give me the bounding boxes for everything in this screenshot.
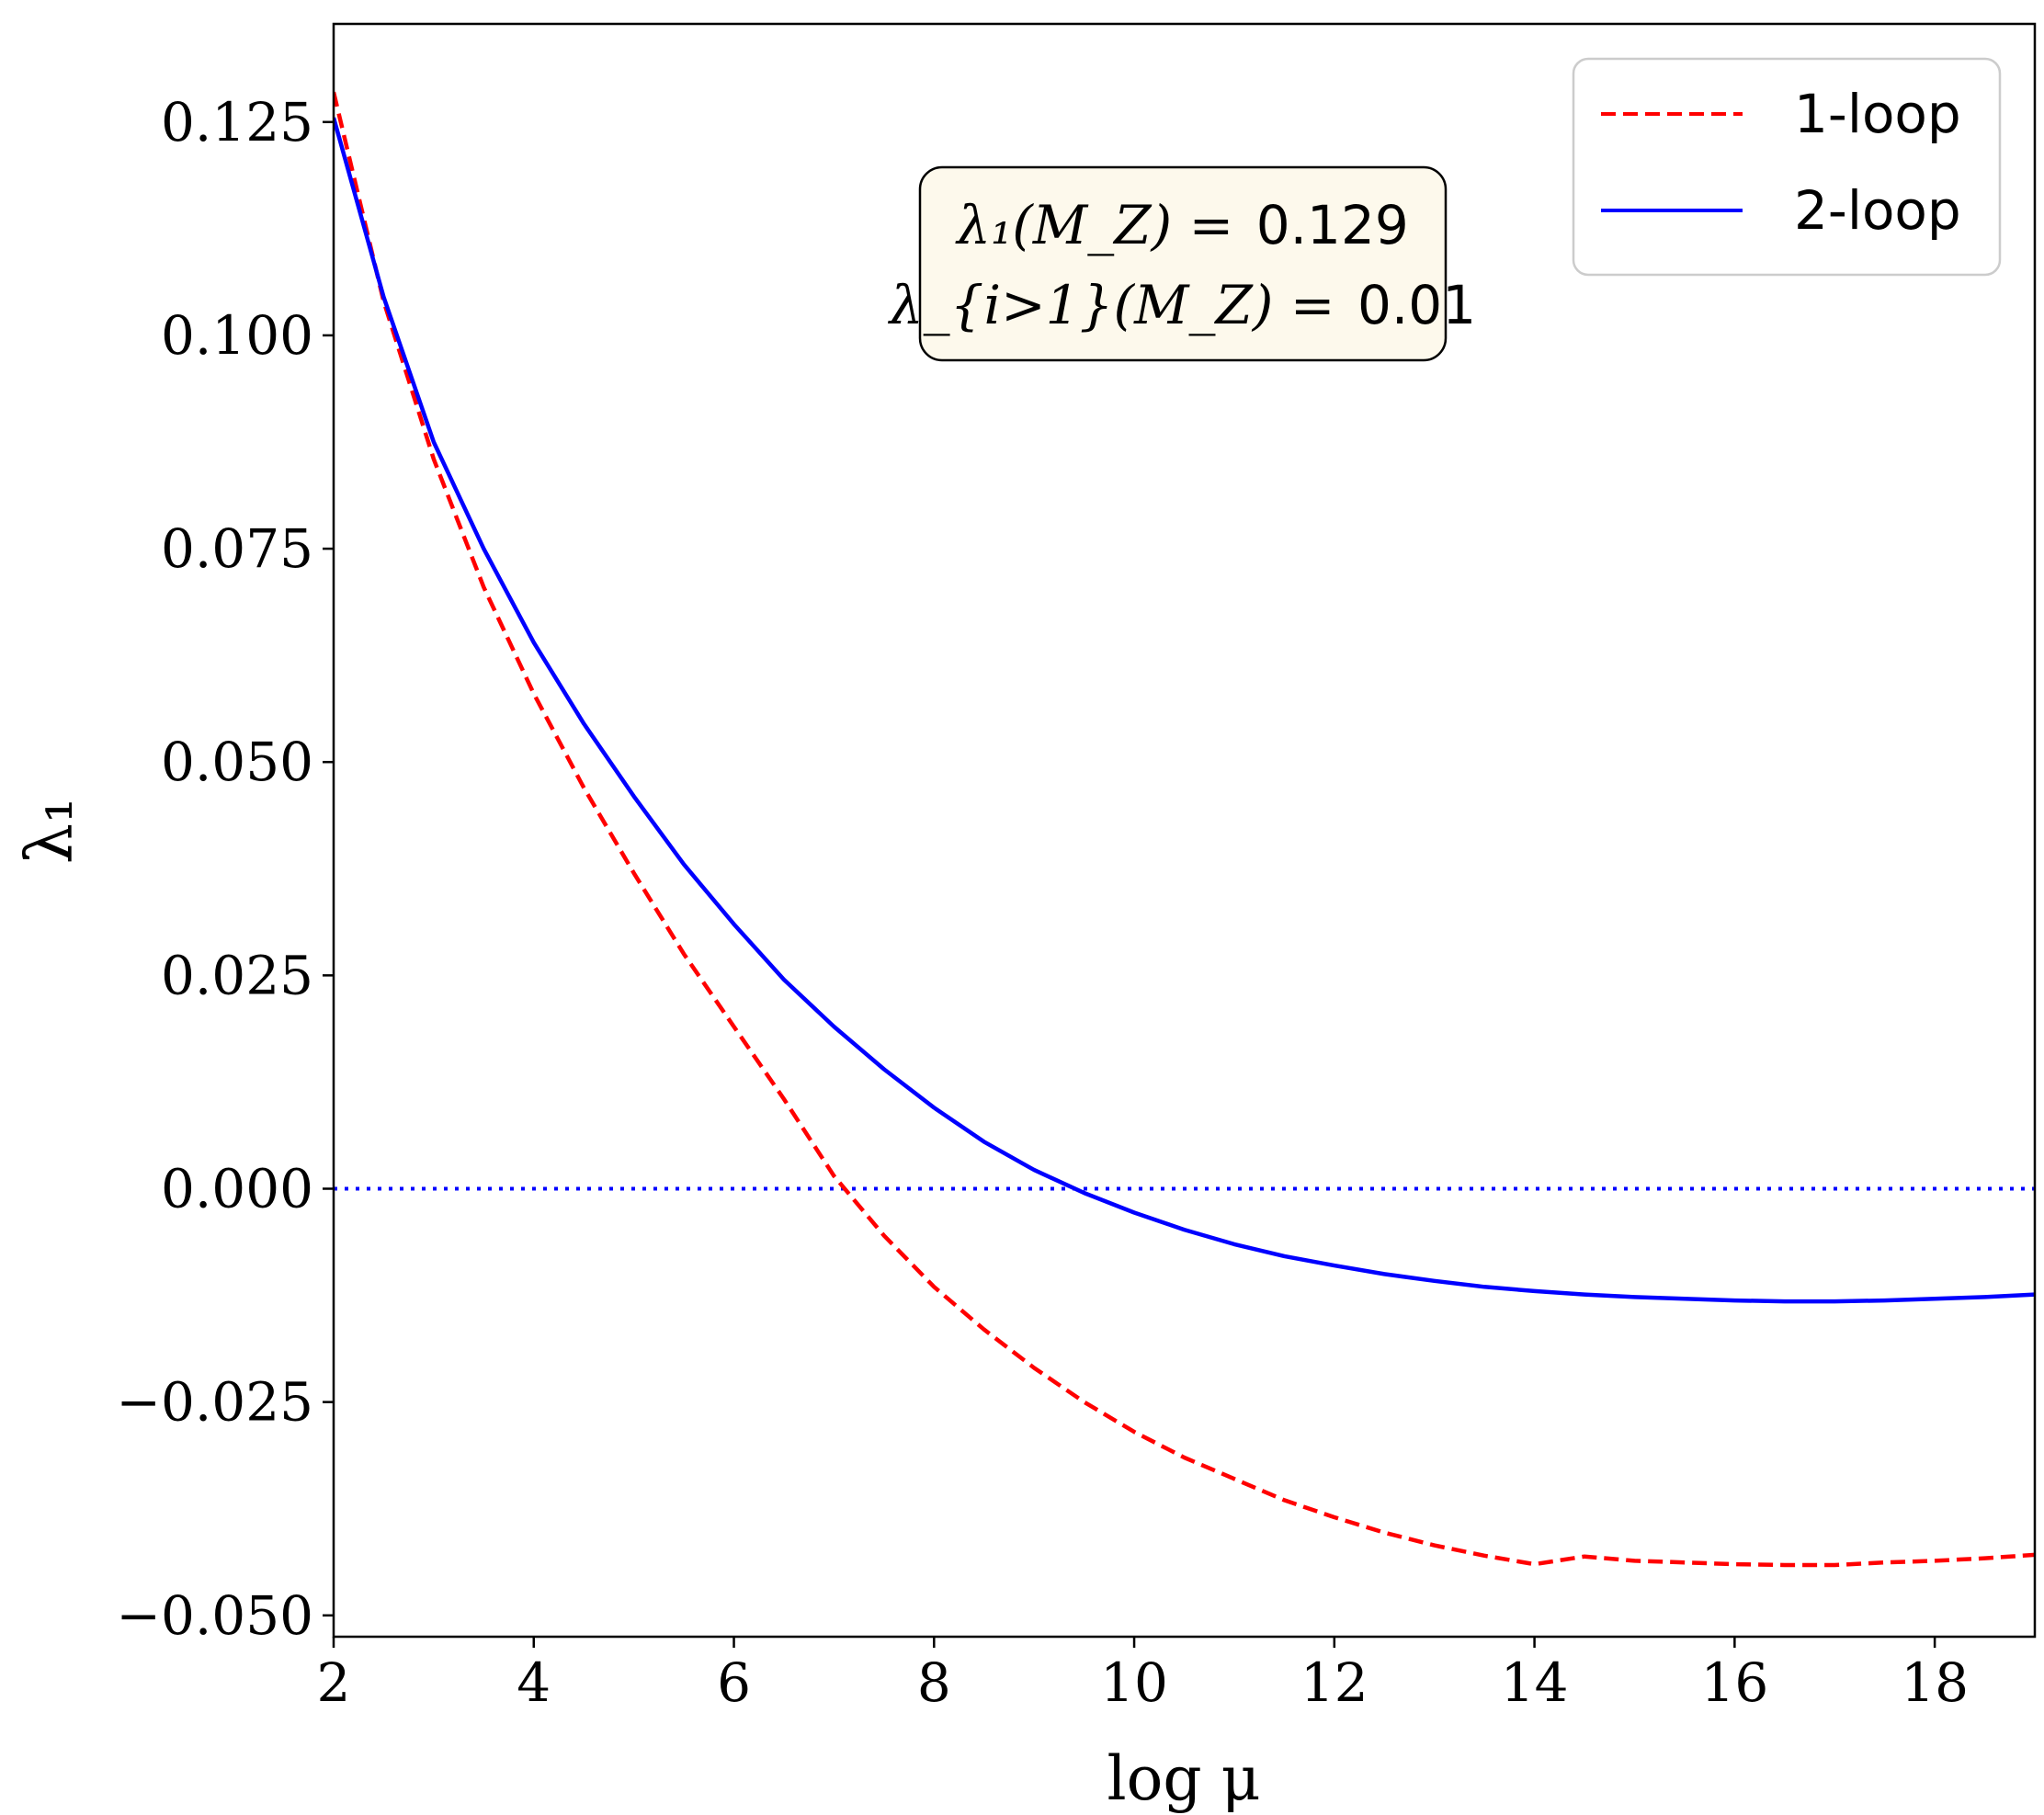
annotation-line-2-value: 0.01 (1357, 274, 1476, 336)
y-tick-label: 0.000 (161, 1158, 313, 1220)
annotation-line-1-lhs: λ₁(M_Z) = (955, 194, 1233, 256)
y-tick-label: −0.050 (116, 1584, 313, 1647)
legend: 1-loop 2-loop (1572, 57, 2002, 277)
annotation-line-1-value: 0.129 (1256, 194, 1409, 256)
y-axis-label: λ₁ (12, 798, 87, 864)
annotation-background (918, 165, 1448, 362)
plot-data-layer (334, 91, 2035, 1568)
annotation-box: λ₁(M_Z) = 0.129 λ_{i>1}(M_Z) = 0.01 (888, 165, 1476, 362)
x-tick-label: 6 (717, 1651, 751, 1714)
y-tick-label: 0.100 (161, 304, 313, 367)
x-tick-label: 12 (1300, 1651, 1368, 1714)
y-tick-label: 0.025 (161, 944, 313, 1006)
y-tick-label: 0.075 (161, 517, 313, 580)
x-tick-label: 14 (1501, 1651, 1569, 1714)
x-tick-label: 18 (1901, 1651, 1969, 1714)
annotation-line-2-lhs: λ_{i>1}(M_Z) = (888, 274, 1335, 336)
series-line-1-loop (334, 91, 2035, 1568)
x-tick-label: 2 (317, 1651, 351, 1714)
annotation-line-1: λ₁(M_Z) = 0.129 (955, 194, 1409, 256)
y-tick-label: −0.025 (116, 1371, 313, 1434)
legend-label-2-loop: 2-loop (1794, 179, 1961, 242)
x-tick-label: 10 (1100, 1651, 1168, 1714)
axis-ticks: 2 4 6 8 10 12 14 16 18 −0.050 −0.025 0.000 0.025 0.05… (116, 91, 1969, 1714)
x-axis-label: log μ (1107, 1743, 1261, 1814)
x-tick-label: 4 (517, 1651, 551, 1714)
annotation-line-2: λ_{i>1}(M_Z) = 0.01 (888, 274, 1476, 336)
y-tick-label: 0.050 (161, 731, 313, 793)
y-tick-label: 0.125 (161, 91, 313, 153)
x-tick-label: 8 (917, 1651, 951, 1714)
x-tick-label: 16 (1700, 1651, 1768, 1714)
series-line-2-loop (334, 117, 2035, 1304)
legend-label-1-loop: 1-loop (1794, 83, 1961, 145)
plot-frame (332, 22, 2037, 1639)
